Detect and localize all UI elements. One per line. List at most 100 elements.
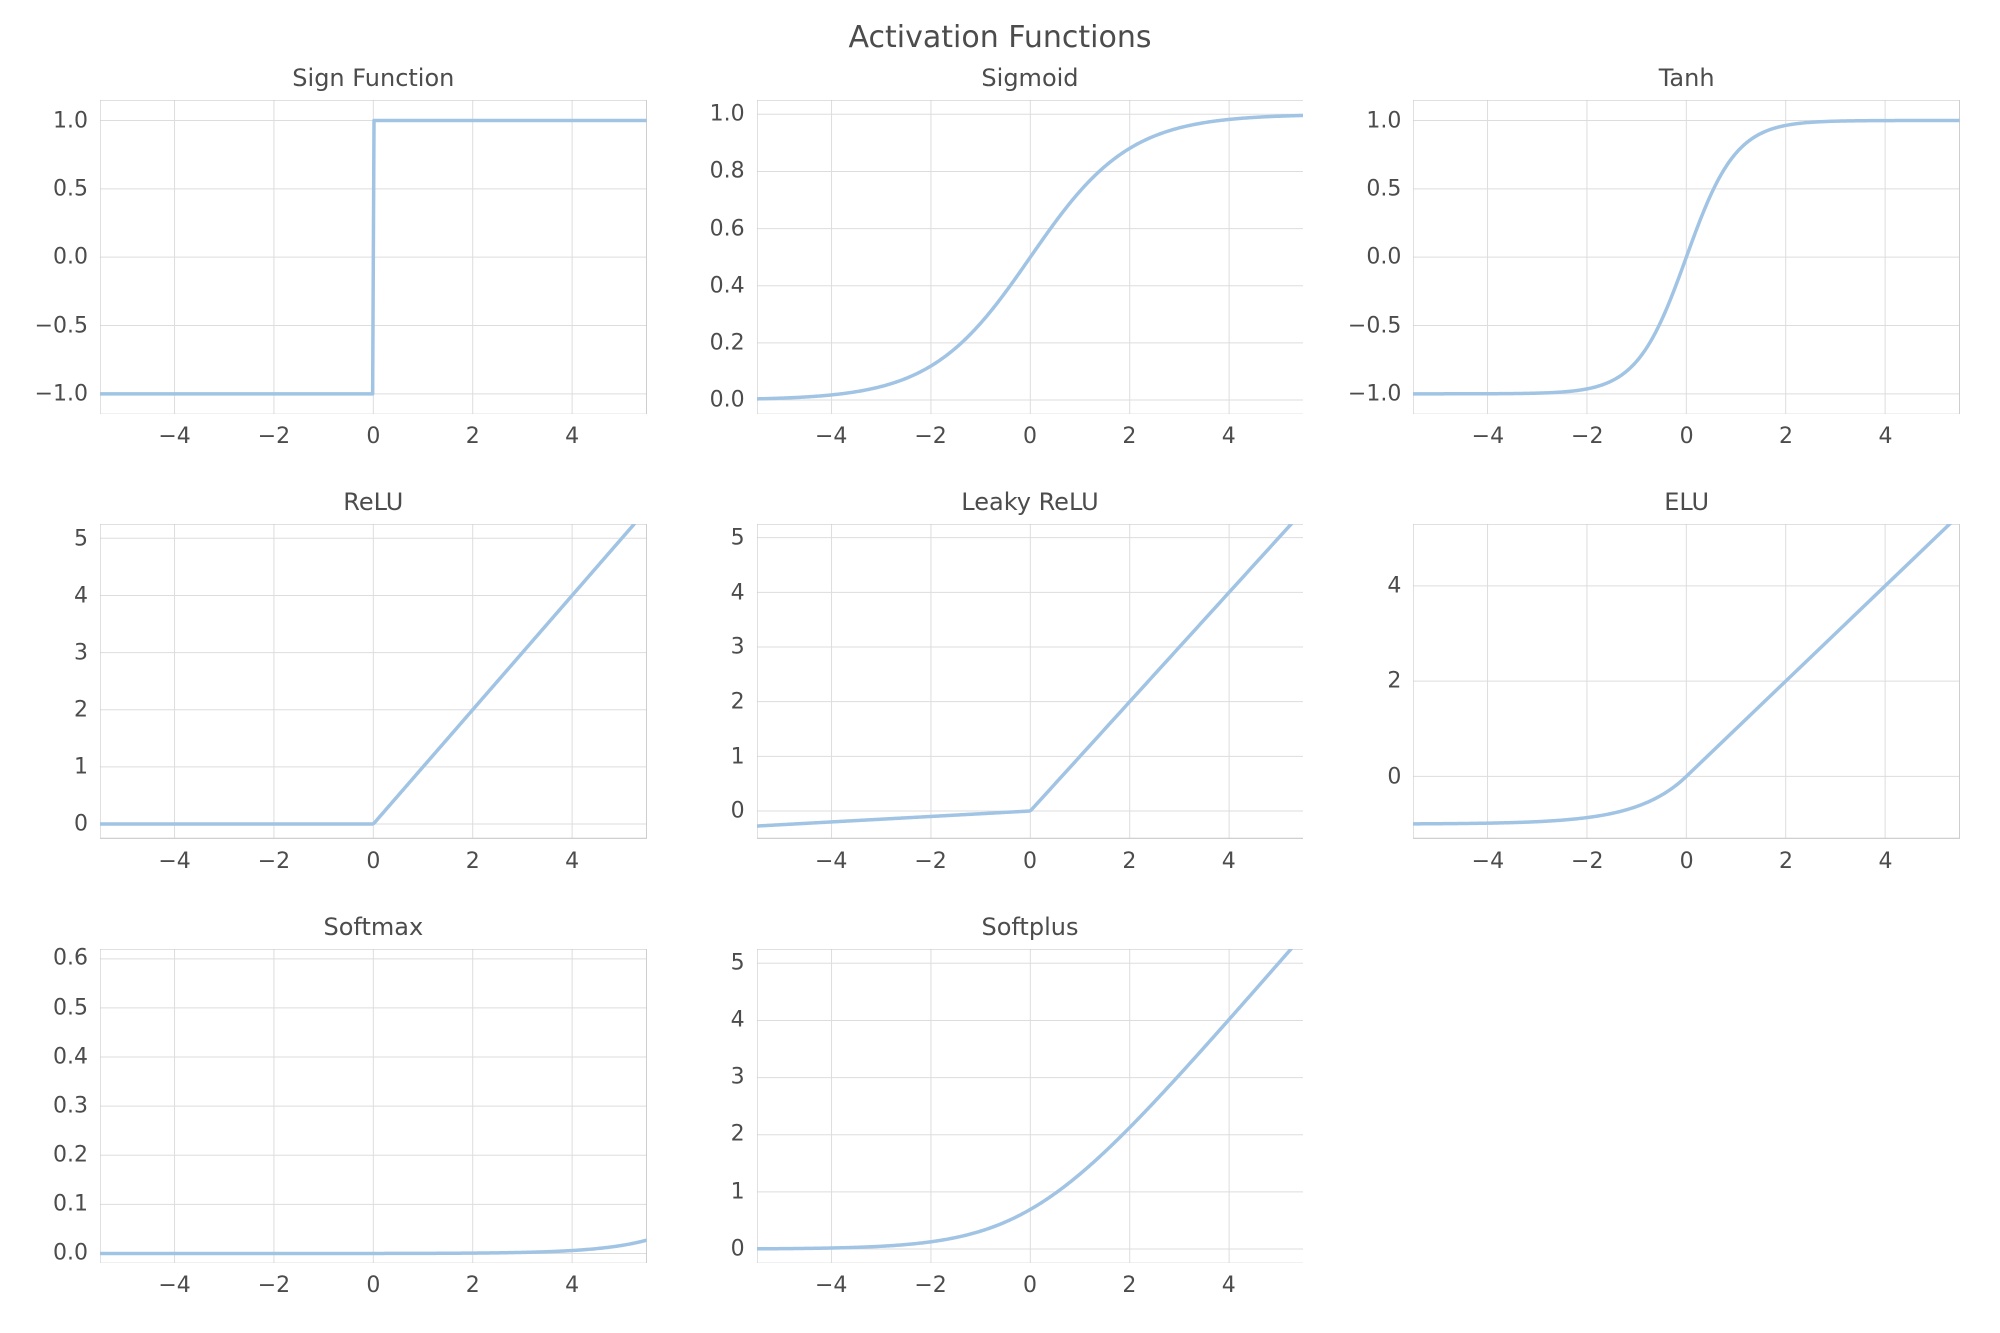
chart-plot-area	[1413, 100, 1960, 414]
y-tick-label: 1	[731, 1179, 745, 1204]
y-tick-label: 5	[74, 526, 88, 551]
x-tick-label: 0	[366, 1273, 380, 1298]
y-tick-label: 3	[731, 635, 745, 660]
chart-panel: Tanh−4−2024−1.0−0.50.00.51.0	[1413, 100, 1960, 414]
x-tick-label: 4	[1222, 849, 1236, 874]
x-tick-label: 2	[1122, 1273, 1136, 1298]
chart-title: ReLU	[100, 488, 647, 516]
y-tick-label: 0.1	[53, 1192, 88, 1217]
y-tick-label: 4	[74, 583, 88, 608]
chart-plot-area	[100, 100, 647, 414]
y-tick-label: 0.3	[53, 1093, 88, 1118]
chart-panel: Sign Function−4−2024−1.0−0.50.00.51.0	[100, 100, 647, 414]
y-tick-label: 0.5	[1366, 176, 1401, 201]
y-tick-label: 0.6	[710, 216, 745, 241]
chart-gridlines	[100, 949, 647, 1263]
y-tick-label: 3	[731, 1065, 745, 1090]
y-tick-label: 4	[731, 580, 745, 605]
y-tick-label: 5	[731, 950, 745, 975]
y-tick-label: 4	[1387, 574, 1401, 599]
chart-panel: Softplus−4−2024012345	[757, 949, 1304, 1263]
chart-title: Softplus	[757, 913, 1304, 941]
y-tick-label: 0.6	[53, 946, 88, 971]
x-tick-label: −4	[1472, 424, 1504, 449]
x-tick-label: −4	[158, 424, 190, 449]
x-tick-label: −2	[1571, 424, 1603, 449]
chart-plot-area	[757, 100, 1304, 414]
y-tick-label: 2	[74, 698, 88, 723]
y-tick-label: 0.2	[710, 330, 745, 355]
y-tick-label: 0	[731, 1236, 745, 1261]
chart-panel: Softmax−4−20240.00.10.20.30.40.50.6	[100, 949, 647, 1263]
x-tick-label: 4	[1878, 849, 1892, 874]
x-tick-label: −2	[258, 849, 290, 874]
y-tick-label: 0	[1387, 764, 1401, 789]
y-tick-label: −0.5	[35, 313, 88, 338]
chart-plot-area	[757, 949, 1304, 1263]
y-tick-label: 0.4	[710, 273, 745, 298]
chart-panel: Sigmoid−4−20240.00.20.40.60.81.0	[757, 100, 1304, 414]
x-tick-label: 2	[1779, 849, 1793, 874]
y-tick-label: 0.8	[710, 159, 745, 184]
chart-title: Leaky ReLU	[757, 488, 1304, 516]
y-tick-label: 5	[731, 525, 745, 550]
x-tick-label: 2	[1122, 424, 1136, 449]
chart-panel: ReLU−4−2024012345	[100, 524, 647, 838]
y-tick-label: 1	[731, 744, 745, 769]
chart-title: Tanh	[1413, 64, 1960, 92]
chart-gridlines	[100, 524, 647, 838]
chart-panel: Leaky ReLU−4−2024012345	[757, 524, 1304, 838]
x-tick-label: 0	[366, 849, 380, 874]
x-tick-label: −2	[1571, 849, 1603, 874]
x-tick-label: −4	[815, 424, 847, 449]
x-tick-label: −4	[815, 1273, 847, 1298]
chart-gridlines	[757, 949, 1304, 1263]
y-tick-label: −1.0	[1348, 381, 1401, 406]
y-tick-label: 0	[74, 812, 88, 837]
x-tick-label: 4	[1222, 1273, 1236, 1298]
chart-plot-area	[757, 524, 1304, 838]
y-tick-label: 2	[1387, 669, 1401, 694]
x-tick-label: 0	[1023, 1273, 1037, 1298]
y-tick-label: 0.0	[53, 1241, 88, 1266]
x-tick-label: 0	[1023, 424, 1037, 449]
x-tick-label: 0	[1680, 849, 1694, 874]
y-tick-label: −0.5	[1348, 313, 1401, 338]
x-tick-label: 0	[1680, 424, 1694, 449]
y-tick-label: 1.0	[1366, 108, 1401, 133]
x-tick-label: −4	[815, 849, 847, 874]
x-tick-label: 2	[466, 1273, 480, 1298]
y-tick-label: 2	[731, 689, 745, 714]
x-tick-label: 2	[1122, 849, 1136, 874]
x-tick-label: 0	[366, 424, 380, 449]
x-tick-label: −2	[914, 1273, 946, 1298]
x-tick-label: 0	[1023, 849, 1037, 874]
figure: Activation Functions Sign Function−4−202…	[0, 0, 2000, 1333]
chart-panel: ELU−4−2024024	[1413, 524, 1960, 838]
x-tick-label: 4	[1222, 424, 1236, 449]
y-tick-label: −1.0	[35, 381, 88, 406]
y-tick-label: 0.4	[53, 1044, 88, 1069]
x-tick-label: −4	[158, 1273, 190, 1298]
x-tick-label: −2	[914, 424, 946, 449]
chart-title: Sign Function	[100, 64, 647, 92]
x-tick-label: 2	[1779, 424, 1793, 449]
y-tick-label: 3	[74, 640, 88, 665]
x-tick-label: 4	[565, 424, 579, 449]
y-tick-label: 1.0	[53, 108, 88, 133]
y-tick-label: 1.0	[710, 102, 745, 127]
figure-suptitle: Activation Functions	[0, 20, 2000, 55]
y-tick-label: 0	[731, 799, 745, 824]
x-tick-label: −2	[258, 424, 290, 449]
x-tick-label: −2	[914, 849, 946, 874]
chart-title: Softmax	[100, 913, 647, 941]
x-tick-label: 2	[466, 424, 480, 449]
y-tick-label: 1	[74, 755, 88, 780]
chart-plot-area	[1413, 524, 1960, 838]
y-tick-label: 0.5	[53, 176, 88, 201]
y-tick-label: 0.0	[53, 245, 88, 270]
x-tick-label: 4	[1878, 424, 1892, 449]
y-tick-label: 0.0	[1366, 245, 1401, 270]
chart-plot-area	[100, 949, 647, 1263]
chart-title: ELU	[1413, 488, 1960, 516]
